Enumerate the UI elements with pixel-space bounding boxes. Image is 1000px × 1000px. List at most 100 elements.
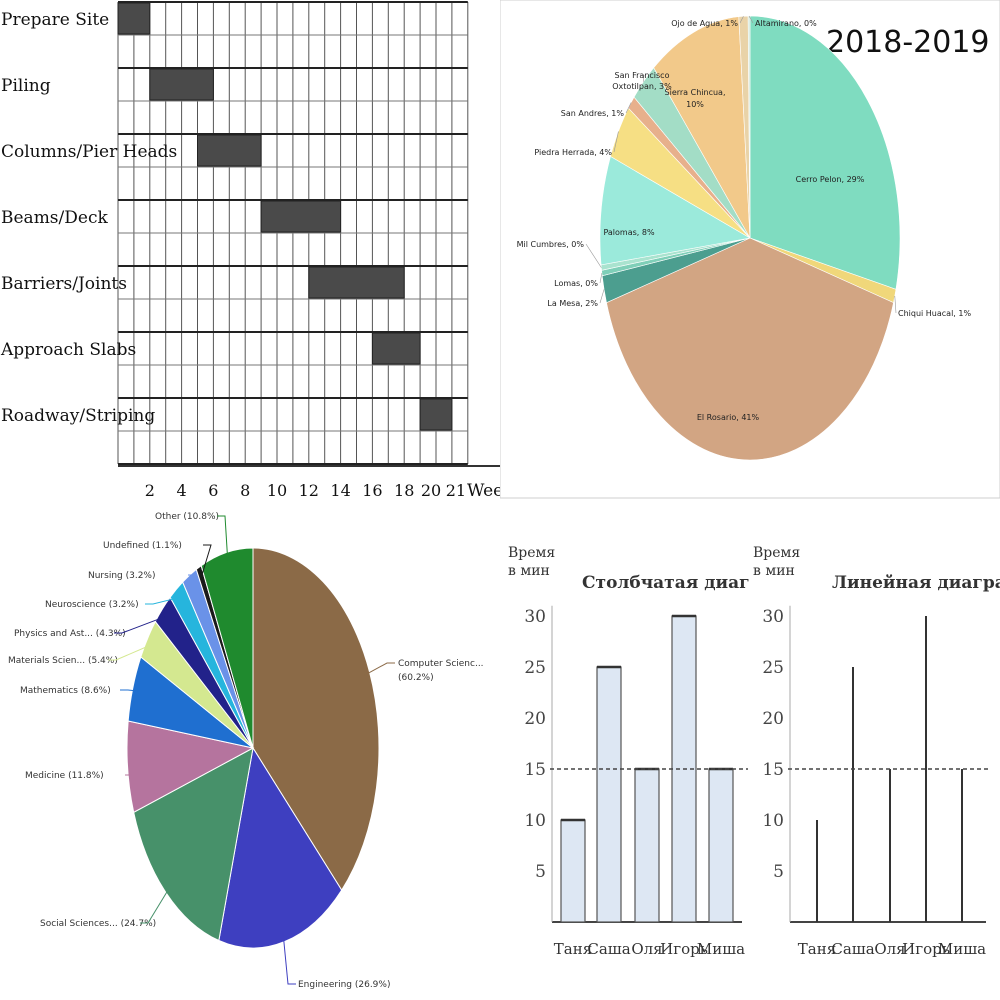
gantt-task-label: Piling <box>1 76 51 96</box>
x-tick-label: Миша <box>697 940 745 958</box>
y-tick-label: 15 <box>524 760 546 780</box>
y-tick-label: 30 <box>762 607 784 627</box>
bar <box>560 819 586 923</box>
gantt-task-labels: Prepare Site Piling Columns/Pier Heads Beam… <box>0 10 177 426</box>
gantt-x-tick-label: 12 <box>299 481 319 500</box>
y-tick-label: 30 <box>524 607 546 627</box>
pie2-leader-line <box>120 689 139 692</box>
bar-chart-panel: Время в мин Столбчатая диаграмма 5 10 15 20… <box>508 545 750 958</box>
y-tick-label: 25 <box>524 658 546 678</box>
pie1-leader-line <box>599 289 605 304</box>
pie1-slice <box>653 16 751 239</box>
pie2-slice <box>252 547 380 892</box>
pie1-slice <box>599 155 751 266</box>
pie1-slice-label: Mil Cumbres, 0% <box>517 240 585 249</box>
gantt-bar <box>371 332 421 365</box>
pie1-labels: Cerro Pelon, 29% Chiqui Huacal, 1% El Rosa… <box>517 15 971 422</box>
pie1-slice-label: 10% <box>686 100 704 109</box>
pie2-leader-line <box>363 662 395 677</box>
pie2-slice-label: Neuroscience (3.2%) <box>45 600 139 610</box>
x-tick-label: Игорь <box>902 940 950 958</box>
pie1-slice-label: San Andres, 1% <box>561 109 625 118</box>
pie2-slice-label: Physics and Ast... (4.3%) <box>14 629 126 639</box>
gantt-x-tick-label: 2 <box>145 481 155 500</box>
pie2-labels: Computer Scienc... (60.2%) Engineering (26… <box>8 512 484 990</box>
x-tick-label: Оля <box>631 940 662 958</box>
line-ylabel: Время в мин <box>753 545 805 579</box>
pie2-leader-line <box>188 574 197 585</box>
pie2-leader-line <box>200 544 212 577</box>
x-tick-label: Таня <box>554 940 592 958</box>
line-title: Линейная диаграмма <box>832 573 1000 593</box>
pie1-slice-label: Palomas, 8% <box>603 228 655 237</box>
y-tick-label: 25 <box>762 658 784 678</box>
gantt-x-tick-label: 16 <box>362 481 382 500</box>
pie2-leader-line <box>145 596 181 605</box>
pie1-leader-line <box>894 295 897 314</box>
pie2-slice <box>218 746 343 949</box>
pie2-slice-label: Computer Scienc... <box>398 659 484 669</box>
pie1-slice-label: El Rosario, 41% <box>697 413 760 422</box>
line-ylabel-line1: Время <box>753 545 800 561</box>
pie1-slice-label: Ojo de Agua, 1% <box>671 19 738 28</box>
gantt-chart: Prepare Site Piling Columns/Pier Heads Beam… <box>0 1 500 500</box>
gantt-bar <box>197 134 262 167</box>
pie1-title: 2018-2019 <box>826 25 990 60</box>
gantt-x-tick-label: 14 <box>330 481 350 500</box>
pie2-slice <box>200 547 254 749</box>
gantt-bar <box>260 200 342 233</box>
pie1-slice-label: Cerro Pelon, 29% <box>796 175 865 184</box>
pie1-slices <box>599 15 901 461</box>
gantt-x-tick-label: 4 <box>177 481 187 500</box>
pie1-leader-line <box>739 16 744 24</box>
x-tick-label: Саша <box>587 940 630 958</box>
pie1-slice-label: La Mesa, 2% <box>547 299 598 308</box>
pie2-slice-label: Undefined (1.1%) <box>103 541 182 551</box>
y-tick-label: 5 <box>773 862 784 882</box>
pie1-slice-label: Oxtotilpan, 3% <box>612 82 672 91</box>
x-tick-label: Оля <box>874 940 905 958</box>
pie1-slice-label: Sierra Chincua, <box>665 88 726 97</box>
y-tick-label: 5 <box>535 862 546 882</box>
pie1-leader-line <box>748 15 754 24</box>
y-tick-label: 15 <box>762 760 784 780</box>
pie1-slice-label: Chiqui Huacal, 1% <box>898 309 971 318</box>
gantt-task-label: Prepare Site <box>1 10 109 30</box>
pie2-slice-label: Mathematics (8.6%) <box>20 686 111 696</box>
pie1-slice <box>606 237 894 461</box>
pie2-leader-line <box>217 515 229 563</box>
gantt-x-tick-label: 8 <box>240 481 250 500</box>
line-chart-panel: Время в мин Линейная диаграмма 5 10 15 20 25… <box>753 545 1000 958</box>
gantt-x-ticks: 2 4 6 8 10 12 14 16 18 20 21 <box>145 481 466 500</box>
y-tick-label: 20 <box>762 709 784 729</box>
x-tick-label: Таня <box>798 940 836 958</box>
x-tick-label: Миша <box>938 940 986 958</box>
pie2-leader-line <box>140 885 172 924</box>
pie2-slices <box>126 547 380 949</box>
pie1-leader-line <box>599 273 603 284</box>
pie1-leader-line <box>585 243 602 268</box>
line-ylabel-line2: в мин <box>753 563 795 579</box>
pie2-slice-pct: (60.2%) <box>398 673 434 683</box>
gantt-task-label: Approach Slabs <box>0 340 136 360</box>
gantt-task-label: Barriers/Joints <box>1 274 127 294</box>
pie2-leader-line <box>125 766 135 776</box>
pie2-slice-label: Engineering (26.9%) <box>298 980 390 990</box>
gantt-x-tick-label: 10 <box>267 481 287 500</box>
x-tick-label: Саша <box>831 940 874 958</box>
pie2-leader-line <box>114 615 168 634</box>
pie-2018-2019: 2018-2019 Cerro Pelon, 29% Chiqui Huacal,… <box>500 0 1000 499</box>
pie2-slice-label: Medicine (11.8%) <box>25 771 104 781</box>
pie1-slice <box>749 15 901 290</box>
pie2-leader-line <box>282 931 296 985</box>
pie2-slice-label: Nursing (3.2%) <box>88 571 156 581</box>
pie2-slice-label: Social Sciences... (24.7%) <box>40 919 156 929</box>
pie1-slice-label: Altamirano, 0% <box>755 19 817 28</box>
pie2-slice-label: Other (10.8%) <box>155 512 219 522</box>
pie1-leader-line <box>625 102 632 114</box>
y-tick-label: 20 <box>524 709 546 729</box>
gantt-x-tick-label: 18 <box>394 481 414 500</box>
pie1-slice-label: San Francisco <box>615 71 670 80</box>
